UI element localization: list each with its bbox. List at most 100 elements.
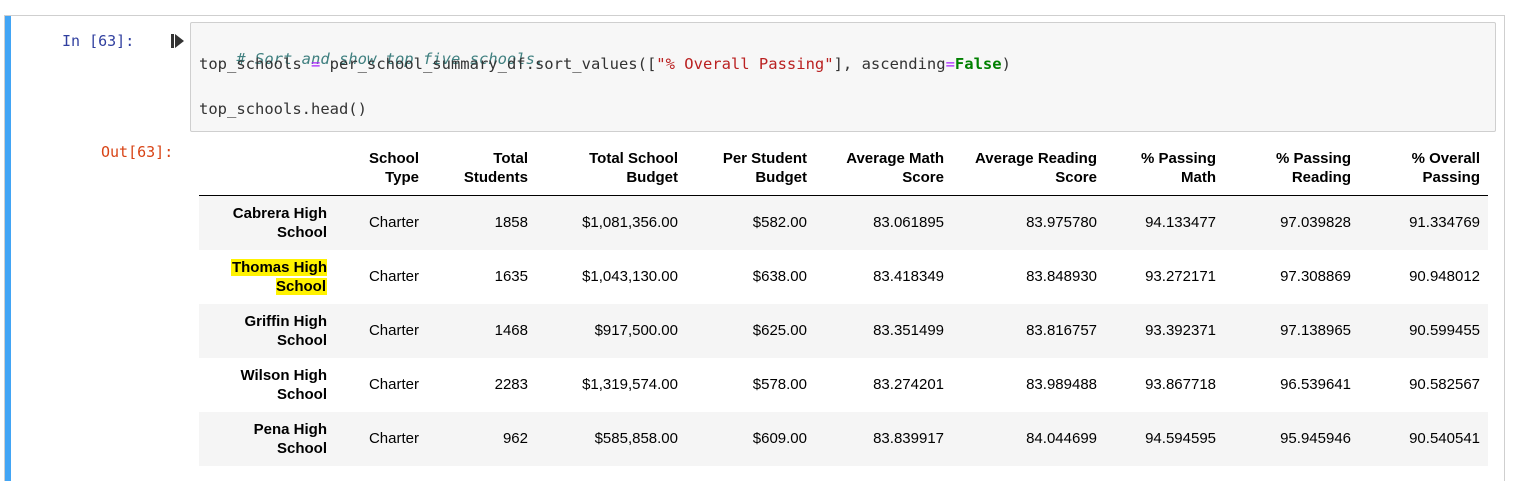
table-cell: 96.539641: [1280, 376, 1351, 393]
header-line: Average Reading: [975, 149, 1097, 167]
table-cell: 97.308869: [1280, 268, 1351, 285]
index-line: Cabrera High: [232, 204, 327, 222]
row-index: Wilson High School: [199, 358, 335, 412]
index-line: Pena High: [253, 420, 327, 438]
table-row: Cabrera High School Charter 1858 $1,081,3…: [199, 195, 1488, 250]
header-line: Total School: [589, 149, 678, 167]
code-token: ], ascending: [833, 55, 946, 73]
table-row: Pena High School Charter 962 $585,858.00 …: [199, 411, 1488, 466]
header-line: Per Student: [722, 149, 807, 167]
output-prompt: Out[63]:: [101, 143, 174, 161]
column-header: % Passing Reading: [1224, 140, 1359, 196]
header-line: Budget: [755, 168, 807, 186]
table-cell: 83.816757: [1026, 322, 1097, 339]
table-row: Thomas High School Charter 1635 $1,043,13…: [199, 250, 1488, 304]
table-cell: 95.945946: [1280, 430, 1351, 447]
table-cell: $638.00: [752, 268, 807, 285]
table-cell: 90.948012: [1409, 268, 1480, 285]
row-index: Pena High School: [199, 412, 335, 466]
header-line: Passing: [1422, 168, 1480, 186]
row-index: Cabrera High School: [199, 196, 335, 250]
header-line: Total: [493, 149, 528, 167]
header-line: % Passing: [1275, 149, 1351, 167]
code-line-2: top_schools = per_school_summary_df.sort…: [199, 55, 1011, 73]
index-line: School: [276, 331, 327, 349]
table-cell: $609.00: [752, 430, 807, 447]
table-cell: 83.839917: [873, 430, 944, 447]
code-operator: =: [310, 55, 321, 73]
table-cell: $1,081,356.00: [582, 214, 678, 232]
table-cell: 1468: [494, 322, 528, 339]
header-line: Math: [1181, 168, 1216, 186]
table-cell: 93.272171: [1145, 268, 1216, 285]
table-cell: 83.418349: [873, 268, 944, 285]
table-cell: 83.061895: [873, 214, 944, 232]
table-cell: 1858: [494, 214, 528, 232]
cell-selection-bar: [5, 16, 11, 481]
code-keyword: False: [954, 55, 1002, 73]
table-cell: 90.599455: [1409, 322, 1480, 339]
index-line: Thomas High: [231, 258, 327, 276]
header-line: Score: [1055, 168, 1097, 186]
code-comment: # Sort and show top five schools.: [236, 50, 545, 68]
table-cell: Charter: [368, 268, 419, 285]
dataframe-table: School Type Total Students Total School Bud…: [199, 140, 1488, 466]
table-cell: 94.594595: [1145, 430, 1216, 447]
table-cell: Charter: [368, 214, 419, 232]
table-cell: $917,500.00: [594, 322, 678, 339]
code-token: per_school_summary_df.sort_values([: [320, 55, 657, 73]
code-editor[interactable]: # Sort and show top five schools. top_sc…: [190, 22, 1496, 132]
table-cell: $1,319,574.00: [582, 376, 678, 393]
column-header: Per Student Budget: [686, 140, 815, 196]
table-cell: 962: [502, 430, 528, 447]
table-cell: 1635: [494, 268, 528, 285]
table-cell: $582.00: [752, 214, 807, 232]
code-line-3: top_schools.head(): [199, 100, 367, 118]
table-cell: $585,858.00: [594, 430, 678, 447]
header-line: % Passing: [1140, 149, 1216, 167]
table-cell: $1,043,130.00: [582, 268, 678, 285]
table-cell: Charter: [368, 430, 419, 447]
code-token: top_schools: [199, 55, 311, 73]
table-cell: 83.274201: [873, 376, 944, 393]
table-cell: 97.138965: [1280, 322, 1351, 339]
table-cell: 83.989488: [1026, 376, 1097, 393]
table-cell: Charter: [368, 322, 419, 339]
header-line: School: [368, 149, 419, 167]
column-header: Average Reading Score: [952, 140, 1105, 196]
input-prompt: In [63]:: [62, 32, 135, 50]
table-row: Wilson High School Charter 2283 $1,319,57…: [199, 358, 1488, 412]
row-index: Griffin High School: [199, 304, 335, 358]
index-line: Wilson High: [240, 366, 327, 384]
column-header: % Passing Math: [1105, 140, 1224, 196]
table-cell: 83.848930: [1026, 268, 1097, 285]
table-cell: 84.044699: [1026, 430, 1097, 447]
code-token: ): [1001, 55, 1011, 73]
header-line: Budget: [626, 168, 678, 186]
index-line: Griffin High: [244, 312, 328, 330]
table-cell: 93.392371: [1145, 322, 1216, 339]
column-header: School Type: [335, 140, 427, 196]
table-header-row: School Type Total Students Total School Bud…: [199, 140, 1488, 196]
index-header: [199, 140, 335, 196]
index-line: School: [275, 277, 326, 295]
column-header: Total Students: [427, 140, 536, 196]
header-line: Score: [902, 168, 944, 186]
column-header: % Overall Passing: [1359, 140, 1488, 196]
table-cell: 90.582567: [1409, 376, 1480, 393]
table-cell: 83.975780: [1026, 214, 1097, 232]
header-line: Average Math: [846, 149, 944, 167]
header-line: % Overall: [1411, 149, 1480, 167]
code-operator: =: [945, 55, 955, 73]
index-line: School: [276, 385, 327, 403]
row-index-highlighted: Thomas High School: [199, 250, 335, 304]
column-header: Average Math Score: [815, 140, 952, 196]
step-forward-icon[interactable]: [171, 33, 185, 49]
table-cell: 97.039828: [1280, 214, 1351, 232]
table-row: Griffin High School Charter 1468 $917,500…: [199, 303, 1488, 358]
column-header: Total School Budget: [536, 140, 686, 196]
table-cell: $578.00: [752, 376, 807, 393]
index-line: School: [276, 439, 327, 457]
text-highlight: Thomas High School: [230, 258, 327, 295]
index-line: School: [276, 223, 327, 241]
